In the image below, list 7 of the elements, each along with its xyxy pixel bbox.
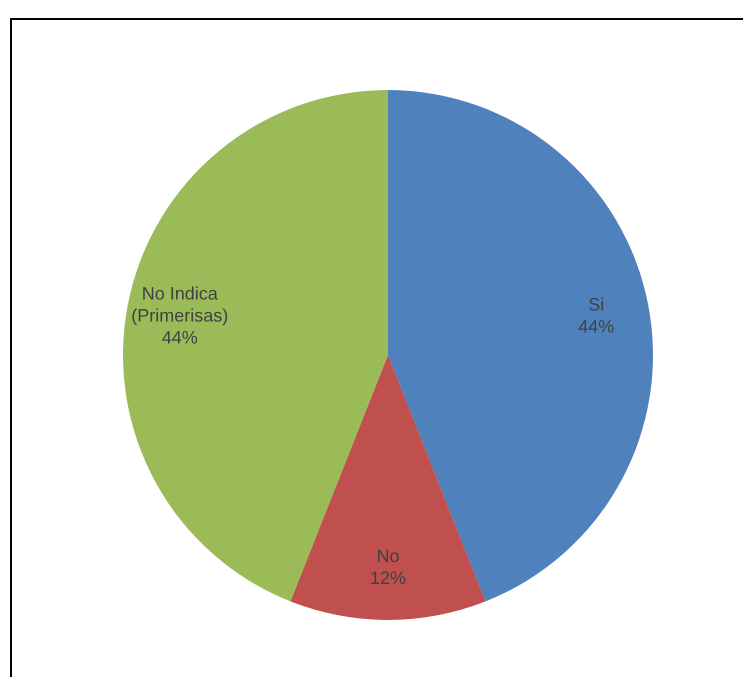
data-label: 12%: [370, 568, 406, 588]
data-label: 44%: [162, 327, 198, 348]
slice-label: Si: [588, 294, 604, 314]
pie-slice: [290, 355, 486, 620]
slice-label: No: [376, 546, 400, 566]
data-label: 44%: [578, 316, 614, 336]
slice-label: No Indica (Primerisas): [131, 283, 228, 326]
